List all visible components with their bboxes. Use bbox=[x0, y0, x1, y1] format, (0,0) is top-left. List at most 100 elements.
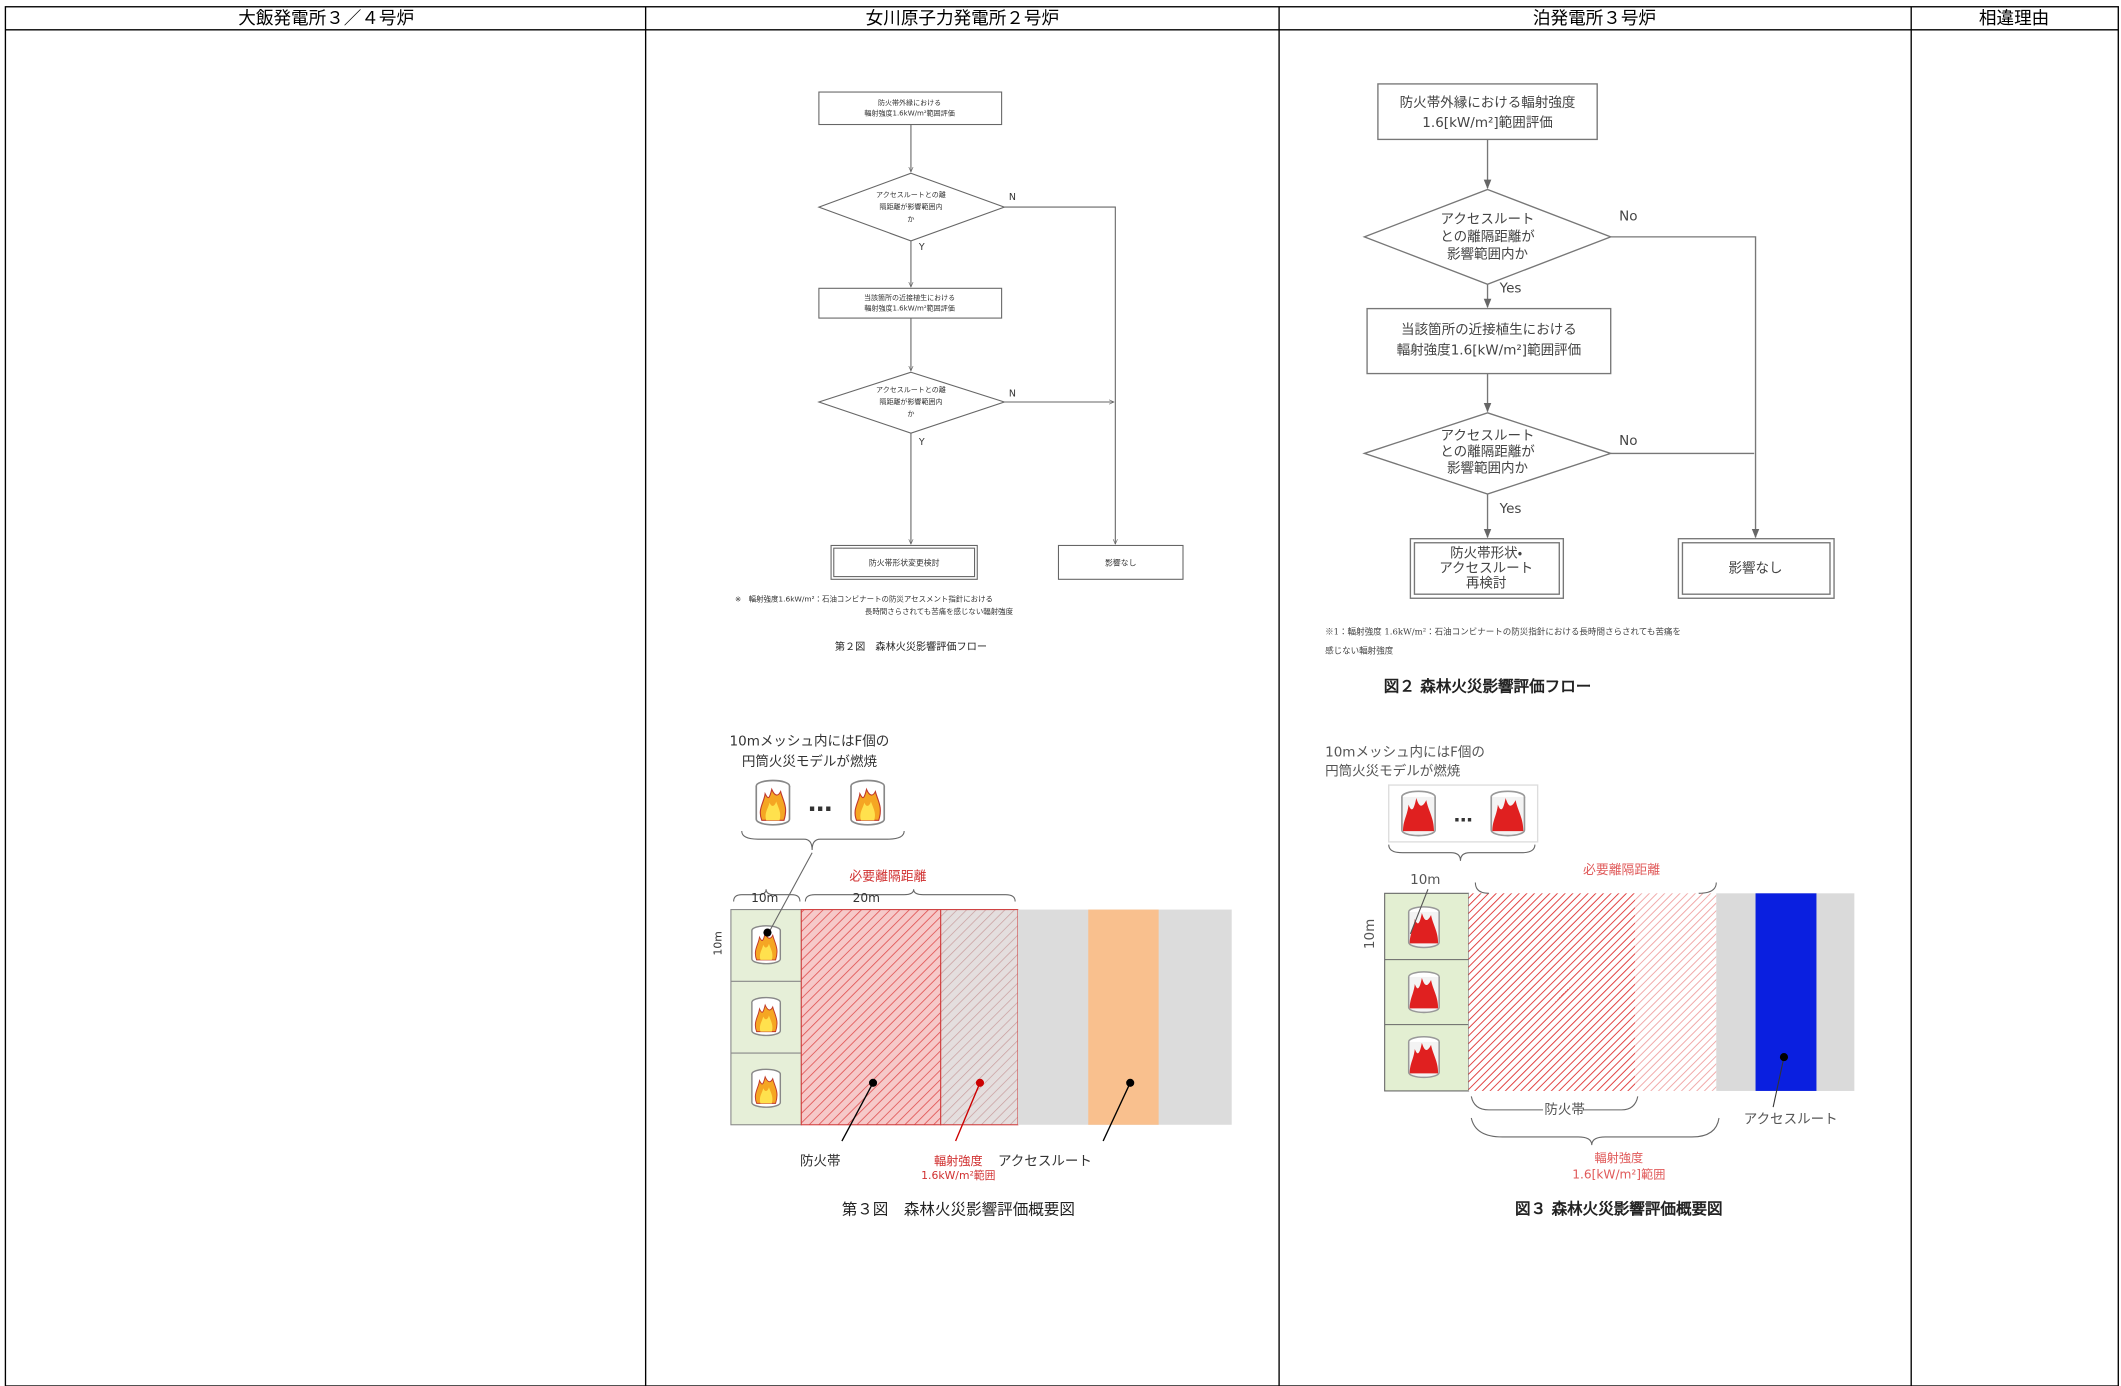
diamond-text: アクセスルートとの離 bbox=[876, 385, 946, 394]
leader-dot bbox=[868, 1078, 878, 1087]
diamond-text: 影響範囲内か bbox=[1447, 460, 1529, 476]
result-text: 再検討 bbox=[1466, 575, 1507, 591]
leader-line bbox=[768, 852, 813, 933]
result-text: アクセスルート bbox=[1439, 560, 1533, 576]
fire-model-icon bbox=[1407, 970, 1441, 1014]
result-box-inner bbox=[1413, 542, 1560, 595]
process-box bbox=[1366, 307, 1612, 375]
brace bbox=[1470, 1117, 1720, 1146]
diamond-text: アクセスルート bbox=[1441, 428, 1535, 444]
arrow bbox=[1004, 206, 1115, 544]
process-box bbox=[818, 91, 1003, 126]
mesh-note: 10mメッシュ内にはF個の bbox=[1325, 745, 1485, 761]
diamond-text: との離隔距離が bbox=[1440, 229, 1535, 245]
column-header: 大飯発電所３／４号炉 bbox=[238, 9, 414, 29]
firebreak-band bbox=[800, 909, 942, 1126]
fire-model-icon bbox=[755, 779, 791, 826]
mesh-note: 円筒火災モデルが燃焼 bbox=[742, 753, 878, 770]
column-header: 女川原子力発電所２号炉 bbox=[866, 9, 1059, 29]
brace bbox=[1474, 882, 1717, 894]
box-text: 1.6[kW/m²]範囲評価 bbox=[1422, 115, 1552, 131]
branch-label: N bbox=[1009, 192, 1016, 203]
diamond-text: との離隔距離が bbox=[1440, 444, 1535, 460]
diamond-text: 影響範囲内か bbox=[1447, 246, 1529, 262]
required-distance-label: 必要離隔距離 bbox=[1583, 863, 1660, 878]
ellipsis: … bbox=[808, 788, 832, 817]
diamond-text: 隔距離が影響範囲内 bbox=[879, 397, 942, 406]
diamond-text: 隔距離が影響範囲内 bbox=[879, 202, 942, 211]
flow-note: 感じない輻射強度 bbox=[1325, 646, 1394, 657]
radiation-band bbox=[940, 909, 1019, 1126]
branch-label: No bbox=[1619, 433, 1637, 449]
radiation-label: 輻射強度 bbox=[934, 1153, 983, 1168]
dimension-label: 10m bbox=[712, 931, 725, 955]
onagawa-overview-diagram: 10mメッシュ内にはF個の 円筒火災モデルが燃焼 … 10m 20m 必要離隔距… bbox=[712, 734, 1232, 1219]
process-box bbox=[818, 287, 1003, 319]
diamond-text: アクセスルートとの離 bbox=[876, 190, 946, 199]
box-text: 輻射強度1.6[kW/m²]範囲評価 bbox=[1397, 343, 1582, 359]
fire-model-icon bbox=[1407, 1035, 1441, 1079]
access-route-band bbox=[1088, 909, 1159, 1125]
radiation-band bbox=[1635, 893, 1717, 1091]
access-route-band bbox=[1755, 893, 1817, 1091]
leader-dot bbox=[1126, 1078, 1135, 1087]
result-box bbox=[1057, 544, 1184, 580]
column-header: 泊発電所３号炉 bbox=[1533, 9, 1656, 29]
brace bbox=[1388, 844, 1536, 861]
mesh-note: 10mメッシュ内にはF個の bbox=[730, 734, 890, 750]
branch-label: Y bbox=[918, 437, 925, 448]
tomari-overview-diagram: 10mメッシュ内にはF個の 円筒火災モデルが燃焼 … 10m 必要離隔距離 10… bbox=[1325, 745, 1855, 1218]
fire-model-icon bbox=[850, 779, 886, 826]
dimension-label: 10m bbox=[1362, 919, 1378, 949]
brace bbox=[733, 889, 801, 902]
mesh-note: 円筒火災モデルが燃焼 bbox=[1325, 763, 1461, 780]
box-text: 輻射強度1.6kW/m²範囲評価 bbox=[864, 109, 954, 118]
onagawa-flowchart: 防火帯外縁における 輻射強度1.6kW/m²範囲評価 アクセスルートとの離 隔距… bbox=[735, 91, 1184, 653]
fire-model-icon bbox=[751, 996, 782, 1037]
firebreak-band bbox=[1468, 893, 1636, 1091]
column-header: 相違理由 bbox=[1979, 9, 2049, 29]
brace bbox=[1470, 1096, 1639, 1111]
leader-line bbox=[1409, 889, 1429, 935]
flow-note: ※ 輻射強度1.6kW/m²：石油コンビナートの防災アセスメント指針における bbox=[735, 594, 993, 604]
diamond-text: か bbox=[907, 214, 914, 223]
result-text: 影響なし bbox=[1729, 560, 1783, 576]
required-distance-label: 必要離隔距離 bbox=[849, 870, 926, 885]
figure-caption: 図２ 森林火災影響評価フロー bbox=[1384, 677, 1592, 696]
radiation-label: 1.6kW/m²範囲 bbox=[921, 1168, 995, 1182]
table-border bbox=[4, 6, 2119, 1386]
ellipsis: … bbox=[1454, 805, 1473, 827]
firebreak-label: 防火帯 bbox=[1544, 1102, 1585, 1118]
process-box bbox=[1377, 83, 1598, 141]
dimension-label: 10m bbox=[751, 891, 778, 905]
leader-dot bbox=[763, 928, 772, 937]
leader-line bbox=[954, 1082, 981, 1142]
dimension-label: 10m bbox=[1410, 872, 1440, 888]
box-text: 当該箇所の近接植生における bbox=[1401, 321, 1577, 338]
leader-dot bbox=[975, 1078, 985, 1087]
result-box-inner bbox=[1681, 542, 1831, 595]
branch-label: No bbox=[1619, 209, 1637, 225]
figure-caption: 第２図 森林火災影響評価フロー bbox=[835, 640, 987, 653]
branch-label: Yes bbox=[1499, 501, 1522, 517]
box-text: 防火帯外縁における bbox=[878, 98, 941, 107]
diamond-text: アクセスルート bbox=[1441, 211, 1535, 227]
flow-note: 長時間さらされても苦痛を感じない輻射強度 bbox=[865, 606, 1014, 616]
access-route-label: アクセスルート bbox=[1744, 1111, 1838, 1127]
branch-label: N bbox=[1009, 388, 1016, 399]
result-text: 防火帯形状変更検討 bbox=[869, 558, 940, 568]
radiation-label: 輻射強度 bbox=[1594, 1150, 1643, 1165]
fire-model-icon bbox=[751, 1068, 782, 1109]
result-text: 影響なし bbox=[1105, 558, 1137, 568]
figure-caption: 図３ 森林火災影響評価概要図 bbox=[1515, 1199, 1723, 1218]
result-text: 防火帯形状・ bbox=[1450, 546, 1522, 562]
branch-label: Y bbox=[918, 242, 925, 253]
box-text: 当該箇所の近接植生における bbox=[864, 293, 955, 302]
leader-line bbox=[1772, 1056, 1785, 1108]
arrow bbox=[1610, 236, 1760, 539]
leader-line bbox=[841, 1082, 874, 1142]
firebreak-label: 防火帯 bbox=[800, 1153, 841, 1169]
dimension-label: 20m bbox=[853, 891, 880, 905]
